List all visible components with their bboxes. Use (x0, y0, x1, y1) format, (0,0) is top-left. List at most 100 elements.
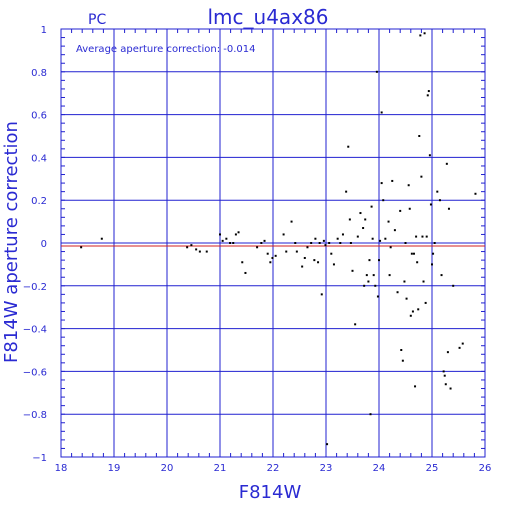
data-point (372, 274, 375, 277)
data-point (414, 385, 417, 388)
x-tick-labels: 18 19 20 21 22 23 24 25 26 (55, 463, 492, 474)
data-point (332, 263, 335, 266)
data-point (80, 246, 83, 249)
x-axis-label: F814W (239, 482, 302, 503)
data-point (295, 250, 298, 253)
data-point (408, 207, 411, 210)
data-point (256, 246, 259, 249)
data-point (426, 94, 429, 97)
data-point (416, 261, 419, 264)
reference-lines (61, 242, 485, 247)
data-point (461, 342, 464, 345)
data-point (401, 359, 404, 362)
y-tick-label: 0.2 (31, 196, 47, 207)
data-point (232, 242, 235, 244)
grid (60, 28, 486, 458)
average-annotation: Average aperture correction: -0.014 (76, 44, 256, 55)
data-point (303, 256, 306, 259)
data-point (380, 182, 383, 185)
data-point (425, 235, 428, 238)
data-point (436, 190, 439, 193)
data-point (389, 246, 392, 249)
data-point (339, 242, 342, 244)
data-point (341, 233, 344, 236)
data-point (438, 199, 441, 202)
data-point (404, 242, 407, 244)
data-point (356, 235, 359, 238)
y-tick-label: −0.6 (23, 367, 47, 378)
data-point (443, 374, 446, 377)
data-point (244, 271, 247, 274)
data-point (384, 237, 387, 240)
data-point (369, 413, 372, 416)
x-tick-label: 26 (479, 463, 492, 474)
data-point (424, 301, 427, 304)
data-point (379, 239, 382, 242)
data-point (433, 242, 436, 244)
data-point (419, 34, 422, 37)
data-point (442, 370, 445, 373)
data-point (274, 254, 277, 257)
x-tick-label: 22 (267, 463, 280, 474)
data-point (318, 242, 321, 244)
data-point (314, 237, 317, 240)
data-point (225, 237, 228, 240)
y-tick-label: 0 (41, 239, 47, 250)
x-tick-label: 20 (161, 463, 174, 474)
x-tick-label: 19 (108, 463, 121, 474)
x-tick-label: 21 (214, 463, 227, 474)
data-point (374, 284, 377, 287)
data-points (80, 32, 477, 446)
data-point (378, 259, 380, 262)
data-point (371, 237, 374, 240)
data-point (330, 252, 333, 255)
data-point (458, 346, 461, 349)
y-tick-labels: −1 −0.8 −0.6 −0.4 −0.2 0 0.2 0.4 0.6 0.8 1 (23, 25, 47, 464)
data-point (205, 250, 208, 253)
data-point (409, 314, 412, 317)
data-point (195, 248, 198, 251)
data-point (263, 239, 266, 242)
data-point (418, 135, 421, 137)
data-point (324, 244, 327, 247)
y-axis-label: F814W aperture correction (1, 121, 22, 363)
data-point (347, 145, 350, 148)
data-point (370, 205, 373, 208)
x-tick-label: 25 (426, 463, 439, 474)
data-point (423, 32, 426, 35)
data-point (407, 184, 410, 187)
data-point (301, 265, 304, 268)
y-tick-label: −1 (32, 453, 47, 464)
data-point (429, 203, 432, 206)
data-point (449, 387, 452, 390)
data-point (285, 250, 288, 253)
y-tick-label: 0.6 (31, 111, 47, 122)
data-point (290, 220, 293, 223)
data-point (445, 162, 448, 165)
data-point (399, 209, 402, 212)
y-tick-label: 1 (41, 25, 47, 36)
data-point (452, 284, 455, 287)
data-point (422, 280, 425, 283)
data-point (428, 154, 431, 157)
y-tick-label: 0.4 (31, 153, 47, 164)
data-point (403, 280, 406, 283)
data-point (260, 242, 263, 244)
data-point (328, 242, 331, 244)
data-point (431, 263, 433, 266)
data-point (411, 310, 414, 313)
data-point (269, 261, 272, 264)
data-point (354, 323, 357, 326)
data-point (427, 90, 430, 93)
x-tick-label: 23 (320, 463, 333, 474)
data-point (376, 295, 379, 298)
data-point (190, 244, 193, 247)
data-point (364, 218, 367, 221)
minor-ticks (60, 28, 486, 458)
data-point (365, 274, 368, 277)
data-point (396, 291, 399, 294)
data-point (368, 259, 371, 262)
data-point (446, 351, 449, 354)
